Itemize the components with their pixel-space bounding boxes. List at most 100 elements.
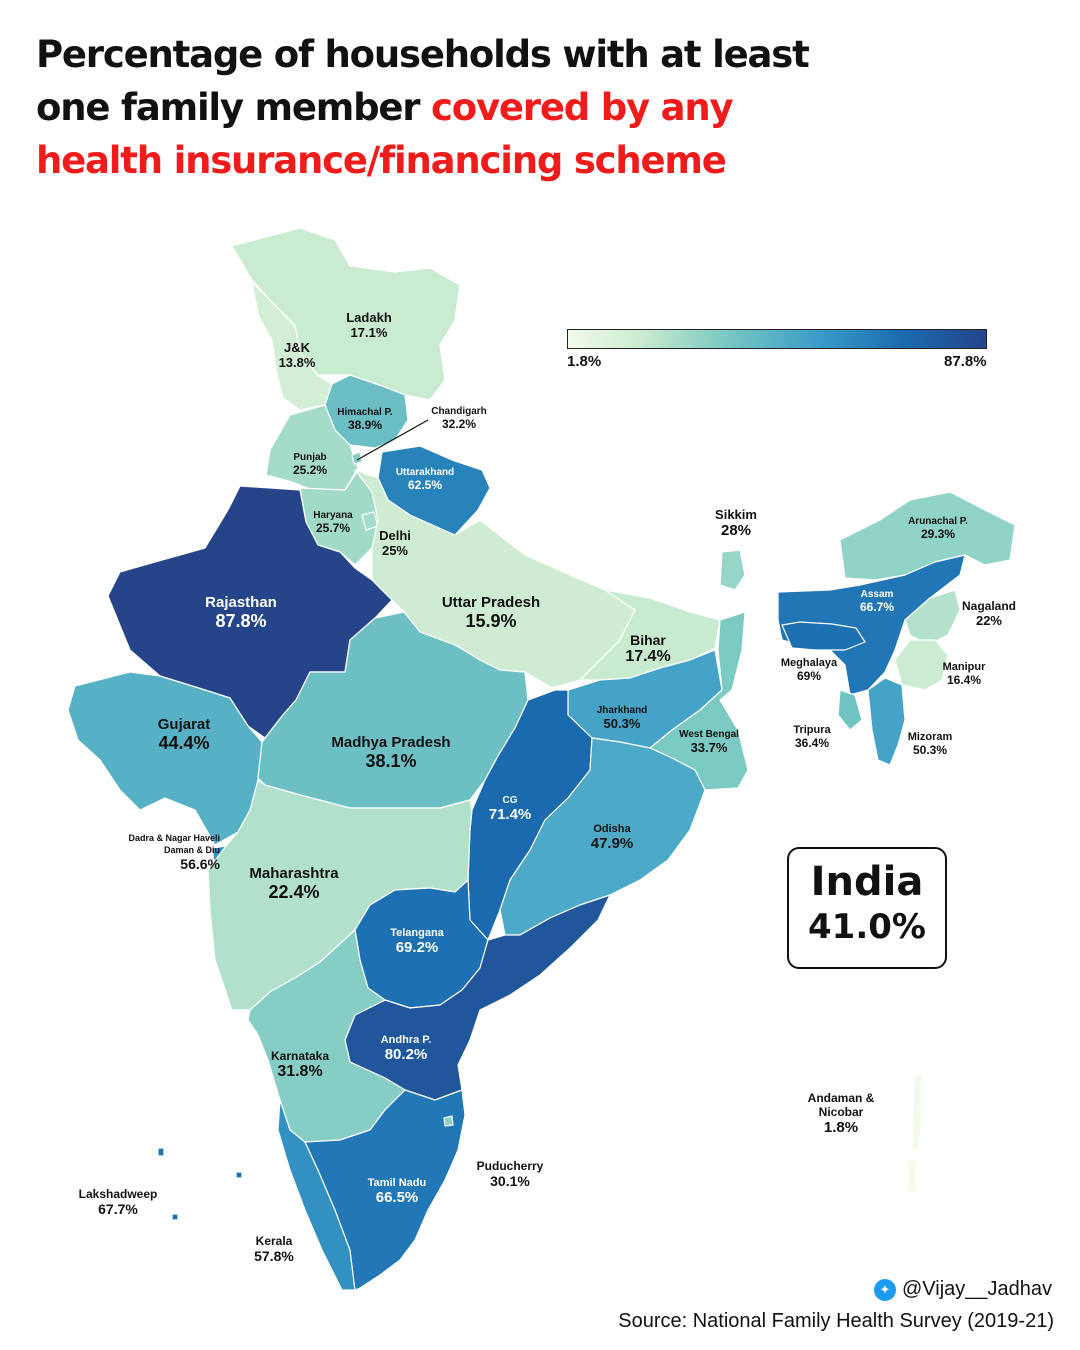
region-name: Meghalaya	[780, 657, 838, 669]
india-total-box: India 41.0%	[787, 847, 947, 969]
region-value: 50.3%	[912, 743, 948, 757]
region-value: 47.9%	[590, 835, 634, 852]
region-label-tripura: Tripura 36.4%	[793, 724, 830, 750]
region-name: Odisha	[593, 823, 631, 835]
region-label-assam: Assam 66.7%	[860, 589, 894, 614]
region-tripura	[837, 689, 863, 731]
region-label-manipur: Manipur 16.4%	[943, 661, 986, 687]
region-value: 33.7%	[690, 740, 728, 755]
region-value: 36.4%	[794, 736, 830, 750]
credit-handle: ✦ @Vijay__Jadhav	[873, 1278, 1052, 1301]
region-label-uttarakhand: Uttarakhand 62.5%	[396, 467, 454, 492]
region-label-cg: CG 71.4%	[489, 795, 532, 823]
region-tamil_nadu	[304, 1089, 466, 1291]
region-meghalaya	[781, 621, 866, 651]
region-name: West Bengal	[679, 729, 739, 740]
region-value: 69.2%	[395, 939, 439, 956]
region-name: Maharashtra	[249, 865, 339, 882]
region-label-karnataka: Karnataka 31.8%	[271, 1049, 329, 1081]
region-label-chandigarh: Chandigarh 32.2%	[431, 406, 487, 431]
region-name: Uttarakhand	[395, 467, 455, 478]
credit-handle-text: @Vijay__Jadhav	[901, 1278, 1052, 1300]
region-name: Manipur	[942, 661, 986, 673]
region-name: Ladakh	[346, 310, 392, 325]
region-label-telangana: Telangana 69.2%	[390, 927, 444, 956]
region-label-bihar: Bihar 17.4%	[625, 632, 670, 666]
region-name: Arunachal P.	[908, 516, 968, 527]
region-name: Assam	[860, 589, 894, 600]
region-label-andhra: Andhra P. 80.2%	[381, 1034, 432, 1063]
region-label-uttar_pradesh: Uttar Pradesh 15.9%	[442, 594, 540, 632]
region-manipur	[894, 639, 949, 691]
region-karnataka	[247, 929, 406, 1143]
region-name: Telangana	[390, 927, 444, 939]
region-label-kerala: Kerala 57.8%	[254, 1234, 294, 1264]
region-lakshadweep	[157, 1147, 243, 1221]
region-name: Andaman & Nicobar	[807, 1091, 875, 1119]
region-value: 13.8%	[278, 355, 316, 370]
region-andaman	[907, 1074, 923, 1193]
region-name: Nagaland	[961, 599, 1017, 613]
region-name: J&K	[283, 340, 310, 355]
region-label-lakshadweep: Lakshadweep 67.7%	[79, 1187, 158, 1217]
color-scale-legend	[567, 329, 987, 349]
region-name: Rajasthan	[205, 594, 277, 611]
title-line-1: Percentage of households with at least	[36, 33, 810, 76]
twitter-bird-icon: ✦	[873, 1278, 896, 1301]
region-name: Tamil Nadu	[367, 1177, 427, 1189]
region-value: 56.6%	[180, 856, 220, 872]
title-line-2-highlight: covered by any	[431, 86, 734, 129]
region-name: Mizoram	[907, 731, 953, 743]
region-value: 38.1%	[365, 751, 417, 771]
region-value: 50.3%	[603, 716, 641, 731]
region-value: 87.8%	[215, 611, 267, 631]
legend-max-label: 87.8%	[944, 353, 987, 370]
region-name: CG	[502, 795, 518, 806]
region-name: Karnataka	[270, 1049, 330, 1063]
region-andhra	[344, 894, 611, 1101]
region-value: 25.2%	[292, 463, 328, 477]
region-value: 22.4%	[268, 882, 320, 902]
region-chandigarh	[351, 451, 363, 465]
region-mizoram	[867, 677, 906, 766]
region-label-delhi: Delhi 25%	[379, 528, 411, 558]
region-value: 32.2%	[441, 417, 477, 431]
region-label-himachal: Himachal P. 38.9%	[337, 407, 392, 432]
region-name: Bihar	[630, 632, 666, 648]
region-value: 38.9%	[347, 418, 383, 432]
region-name: Dadra & Nagar Haveli Daman & Diu	[128, 833, 220, 855]
region-value: 69%	[796, 669, 822, 683]
region-label-west_bengal: West Bengal 33.7%	[679, 729, 739, 755]
region-value: 28%	[720, 522, 752, 539]
region-label-dnh: Dadra & Nagar Haveli Daman & Diu 56.6%	[100, 832, 220, 872]
page-title: Percentage of households with at least o…	[36, 28, 856, 187]
india-total-value: 41.0%	[808, 907, 926, 947]
region-value: 31.8%	[277, 1063, 323, 1080]
region-value: 71.4%	[488, 806, 532, 823]
region-name: Puducherry	[476, 1159, 544, 1173]
region-value: 17.1%	[350, 325, 388, 340]
region-label-andaman: Andaman & Nicobar 1.8%	[796, 1091, 886, 1136]
source-note: Source: National Family Health Survey (2…	[618, 1310, 1054, 1332]
region-nagaland	[904, 589, 961, 646]
region-value: 66.5%	[375, 1189, 419, 1206]
region-puducherry	[443, 1115, 454, 1127]
region-arunachal	[839, 491, 1016, 581]
region-name: Andhra P.	[380, 1034, 432, 1046]
region-label-maharashtra: Maharashtra 22.4%	[249, 865, 338, 903]
region-label-gujarat: Gujarat 44.4%	[158, 716, 211, 754]
region-value: 67.7%	[98, 1201, 138, 1217]
region-sikkim	[719, 549, 746, 591]
region-name: Himachal P.	[337, 407, 393, 418]
region-value: 44.4%	[158, 733, 210, 753]
region-value: 29.3%	[920, 527, 956, 541]
region-label-rajasthan: Rajasthan 87.8%	[205, 594, 277, 632]
region-name: Jharkhand	[596, 705, 648, 716]
region-value: 25.7%	[315, 521, 351, 535]
region-label-punjab: Punjab 25.2%	[293, 452, 327, 477]
region-value: 1.8%	[823, 1119, 859, 1136]
title-line-2: one family member covered by any	[36, 81, 856, 134]
region-label-odisha: Odisha 47.9%	[591, 823, 634, 852]
region-name: Sikkim	[715, 507, 757, 522]
